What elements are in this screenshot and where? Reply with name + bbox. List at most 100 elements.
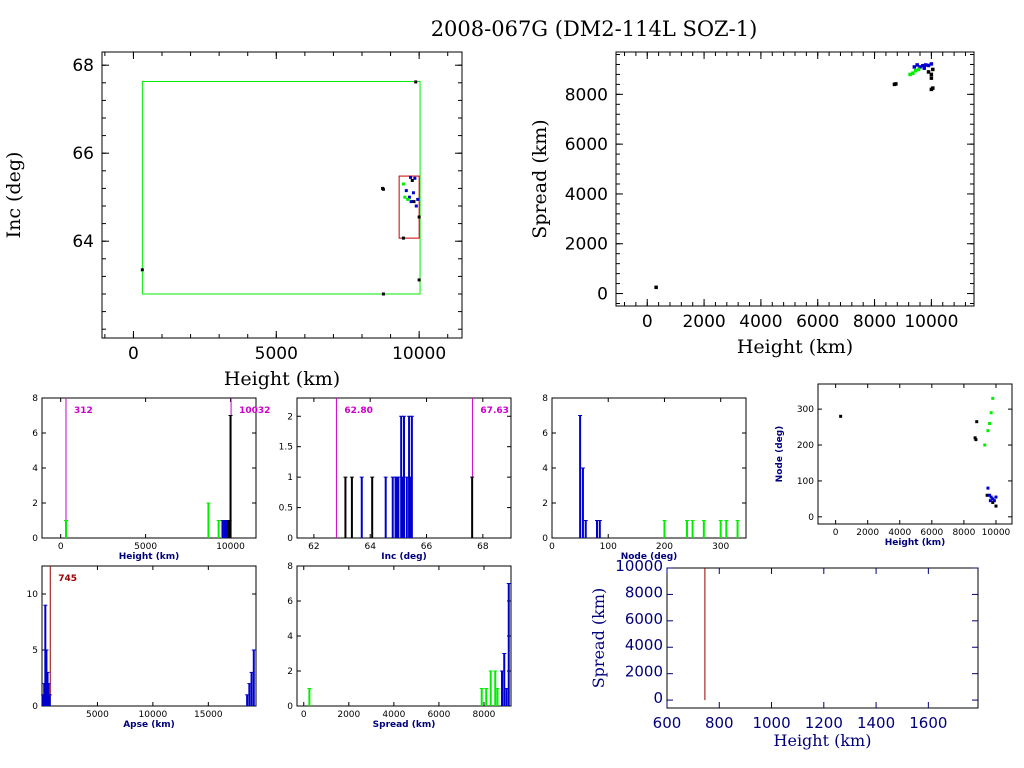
data-point-green: [988, 421, 992, 425]
inc_vs_height-panel: 0 5000 10000 64 66 68 Height (km) Inc (deg): [3, 51, 463, 390]
data-point-blue: [923, 63, 928, 67]
x-tick-label: 5000: [86, 710, 109, 720]
y-tick-label: 68: [72, 56, 94, 76]
x-tick-label: 10000: [904, 312, 958, 332]
data-point-blue: [921, 63, 925, 68]
x-tick-label: 0: [58, 542, 64, 552]
y-tick-label: 2: [287, 667, 293, 677]
node_vs_height-panel: 0 2000 4000 6000 8000 10000 0 100 200 300 Height (…: [775, 383, 1013, 548]
y-tick-label: 0: [653, 689, 663, 707]
data-point-black: [973, 436, 977, 440]
y-axis-label: Inc (deg): [3, 152, 25, 239]
y-axis-label: Spread (km): [589, 588, 608, 689]
x-tick-label: 2000: [856, 528, 879, 538]
data-point-blue: [992, 499, 996, 503]
height_hist-panel: 0 5000 10000 0 2 4 6 8 Height (km) 312 10032: [32, 394, 270, 562]
data-point-blue: [989, 495, 993, 499]
data-point-green: [914, 68, 918, 73]
data-point-blue: [915, 63, 919, 67]
data-point-black: [414, 80, 418, 84]
data-point-blue: [918, 65, 922, 69]
x-tick-label: 10000: [216, 542, 245, 552]
data-point-black: [931, 67, 935, 72]
data-point-black: [929, 72, 934, 77]
y-tick-label: 4: [287, 632, 293, 642]
data-point-green: [406, 197, 410, 201]
data-point-green: [983, 443, 987, 447]
data-point-green: [908, 72, 912, 77]
y-tick-label: 200: [797, 441, 814, 451]
data-point-blue: [407, 195, 411, 199]
data-point-green: [989, 411, 993, 415]
x-tick-label: 66: [421, 542, 433, 552]
plot-frame: [296, 565, 512, 707]
spread_hist-panel: 0 2000 4000 6000 8000 0 2 4 6 8 Spread (km): [287, 562, 512, 730]
y-tick-label: 4: [32, 464, 38, 474]
data-point-black: [410, 178, 414, 182]
plot-frame: [666, 567, 979, 709]
data-point-green: [986, 429, 990, 433]
spread_vs_height-panel: 0 2000 4000 6000 8000 1000002000400060008000H…: [529, 51, 975, 358]
data-point-blue: [929, 62, 934, 66]
data-point-black: [991, 500, 995, 504]
data-point-black: [985, 493, 989, 497]
data-point-black: [894, 82, 898, 86]
plot-frame: [615, 51, 975, 307]
data-point-blue: [404, 189, 408, 193]
y-tick-label: 64: [72, 232, 94, 252]
x-tick-label: 1400: [857, 714, 895, 732]
x-tick-label: 6000: [427, 710, 450, 720]
y-tick-label: 300: [797, 405, 814, 415]
data-point-blue: [413, 176, 417, 180]
data-point-black: [931, 86, 935, 90]
x-tick-label: 10000: [982, 528, 1011, 538]
y-tick-label: 6: [287, 597, 293, 607]
x-axis-label: Node (deg): [621, 552, 678, 562]
x-axis-label: Height (km): [737, 336, 853, 358]
x-tick-label: 2000: [682, 312, 725, 332]
spread_vs_height_lower-panel: 600 800 1000 1200 1400 1600 0 2000 4000 6000 8000 1…: [589, 557, 979, 750]
marker-label: 312: [74, 406, 93, 416]
y-tick-label: 6000: [625, 610, 663, 628]
data-point-black: [926, 70, 931, 74]
data-point-black: [140, 268, 144, 272]
x-tick-label: 15000: [194, 710, 223, 720]
y-tick-label: 0: [597, 285, 608, 305]
data-point-black: [654, 285, 658, 290]
y-tick-label: 8: [287, 562, 293, 572]
data-point-black: [417, 215, 421, 219]
node_hist-panel: 0 100 200 300 0 2 4 6 8 Node (deg): [542, 394, 747, 562]
data-point-blue: [912, 65, 917, 69]
x-tick-label: 300: [712, 542, 729, 552]
y-tick-label: 2000: [625, 663, 663, 681]
x-axis-label: Height (km): [774, 731, 872, 750]
x-tick-label: 0: [642, 312, 653, 332]
x-tick-label: 8000: [952, 528, 975, 538]
marker-label: 62.80: [344, 406, 372, 416]
x-tick-label: 100: [600, 542, 617, 552]
data-point-black: [994, 504, 998, 508]
data-point-blue: [409, 175, 413, 179]
x-axis-label: Inc (deg): [381, 552, 426, 562]
x-tick-label: 5000: [255, 344, 298, 364]
data-point-green: [911, 71, 915, 75]
y-tick-label: 6: [32, 429, 38, 439]
marker-label: 10032: [239, 406, 270, 416]
data-point-black: [381, 292, 385, 296]
y-tick-label: 0: [542, 534, 548, 544]
y-axis-label: Spread (km): [529, 119, 551, 238]
y-tick-label: 100: [797, 477, 814, 487]
x-tick-label: 8000: [473, 710, 496, 720]
plot-frame: [41, 397, 257, 539]
y-axis-label: Node (deg): [775, 426, 785, 483]
x-axis-label: Height (km): [885, 538, 946, 548]
x-tick-label: 8000: [853, 312, 896, 332]
x-tick-label: 800: [705, 714, 734, 732]
x-tick-label: 6000: [920, 528, 943, 538]
y-tick-label: 2: [32, 499, 38, 509]
data-point-black: [839, 414, 843, 418]
x-tick-label: 0: [128, 344, 139, 364]
y-tick-label: 8: [32, 394, 38, 404]
y-tick-label: 0: [287, 702, 293, 712]
